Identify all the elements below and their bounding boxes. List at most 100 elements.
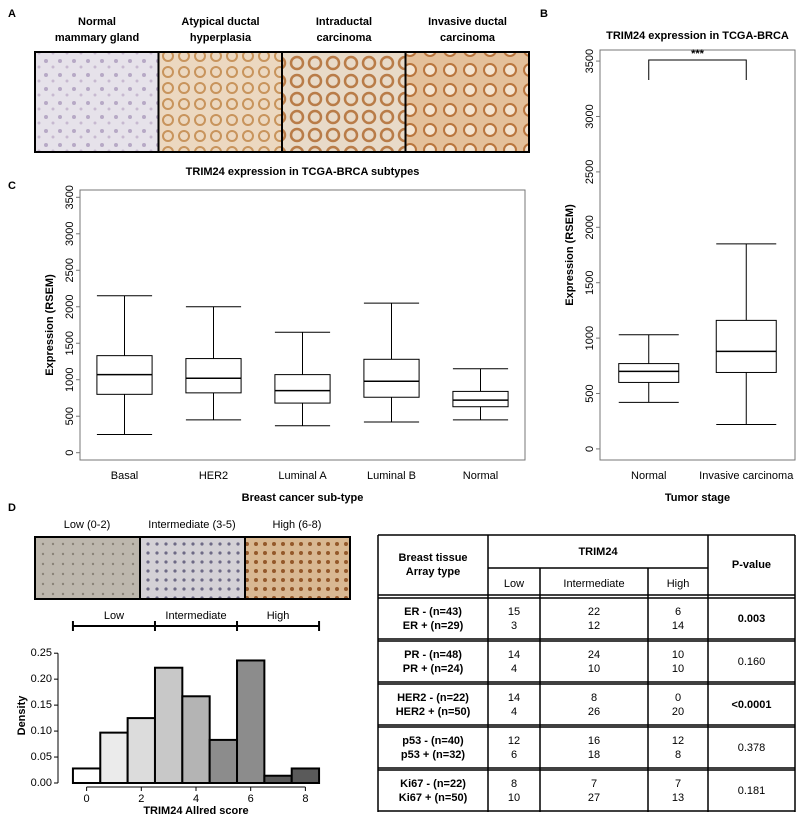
x-tick-label: Basal [111, 470, 139, 482]
significance-label: *** [691, 48, 705, 60]
table-cell: 20 [672, 706, 684, 718]
x-axis-label: Tumor stage [665, 492, 730, 504]
table-cell: 3 [511, 620, 517, 632]
table-cell: ER - (n=43) [404, 606, 462, 618]
tissue-image [244, 536, 351, 600]
table-cell: <0.0001 [731, 699, 771, 711]
table-cell: 14 [508, 692, 520, 704]
table-header: Intermediate [563, 578, 624, 590]
histogram-bar [181, 695, 211, 784]
plot-frame [599, 49, 796, 461]
tissue-image [404, 51, 530, 153]
y-tick-label: 2500 [584, 160, 596, 184]
image-caption: hyperplasia [190, 32, 252, 44]
table-cell: 14 [508, 649, 520, 661]
group-label: Low [104, 610, 124, 622]
table-cell: ER + (n=29) [403, 620, 464, 632]
y-tick-label: 500 [584, 384, 596, 402]
panel-label: D [8, 502, 16, 514]
x-axis-label: Breast cancer sub-type [242, 492, 364, 504]
table-cell: 18 [588, 749, 600, 761]
panel-label: A [8, 8, 16, 20]
table-cell: 10 [672, 663, 684, 675]
table-cell: 7 [591, 778, 597, 790]
table-header: TRIM24 [578, 546, 618, 558]
table-cell: 6 [675, 606, 681, 618]
significance-bracket [648, 59, 747, 80]
table-header: Low [504, 578, 524, 590]
image-caption: Invasive ductal [428, 16, 507, 28]
x-tick-label: 4 [193, 793, 199, 805]
y-axis-label: Expression (RSEM) [44, 274, 56, 376]
box [452, 390, 509, 408]
y-tick-label: 0 [64, 450, 76, 456]
image-caption: Intermediate (3-5) [148, 519, 235, 531]
table-cell: PR - (n=48) [404, 649, 462, 661]
tissue-image [281, 51, 407, 153]
box [185, 358, 242, 394]
tissue-image [139, 536, 246, 600]
x-axis-label: TRIM24 Allred score [143, 805, 248, 817]
table-cell: 0.181 [738, 785, 766, 797]
table-cell: 4 [511, 706, 517, 718]
table-cell: 12 [672, 735, 684, 747]
y-tick-label: 0 [584, 446, 596, 452]
tissue-image [34, 51, 160, 153]
histogram-bar [236, 659, 266, 785]
table-cell: 7 [675, 778, 681, 790]
y-axis-label: Expression (RSEM) [564, 204, 576, 306]
table-cell: Ki67 + (n=50) [399, 792, 468, 804]
image-caption: Intraductal [316, 16, 372, 28]
y-tick-label: 1500 [64, 331, 76, 355]
tissue-image [157, 51, 283, 153]
table-cell: HER2 + (n=50) [396, 706, 471, 718]
y-tick-label: 1000 [64, 367, 76, 391]
y-tick-label: 1000 [584, 326, 596, 350]
box [618, 363, 680, 383]
y-axis-label: Density [16, 695, 28, 736]
y-tick-label: 0.10 [31, 725, 52, 737]
y-tick-label: 3500 [584, 49, 596, 73]
image-caption: Normal [78, 16, 116, 28]
table-cell: 10 [672, 649, 684, 661]
x-tick-label: 0 [84, 793, 90, 805]
table-cell: 27 [588, 792, 600, 804]
y-tick-label: 0.25 [31, 647, 52, 659]
y-tick-label: 1500 [584, 270, 596, 294]
table-cell: 0 [675, 692, 681, 704]
table-cell: 8 [511, 778, 517, 790]
table-cell: 10 [588, 663, 600, 675]
table-cell: 0.160 [738, 656, 766, 668]
table-cell: Ki67 - (n=22) [400, 778, 466, 790]
table-cell: 12 [508, 735, 520, 747]
table-cell: 13 [672, 792, 684, 804]
y-tick-label: 2000 [584, 215, 596, 239]
chart-title: TRIM24 expression in TCGA-BRCA [606, 30, 789, 42]
box [274, 374, 331, 404]
box [363, 358, 420, 398]
image-caption: mammary gland [55, 32, 139, 44]
histogram-bar [290, 767, 321, 785]
x-tick-label: Invasive carcinoma [699, 470, 794, 482]
x-tick-label: Luminal B [367, 470, 416, 482]
table-cell: 15 [508, 606, 520, 618]
table-header: Breast tissue [398, 552, 467, 564]
y-tick-label: 500 [64, 407, 76, 425]
histogram-bar [208, 738, 239, 785]
histogram-bar [263, 774, 293, 785]
image-caption: High (6-8) [273, 519, 322, 531]
y-tick-label: 0.00 [31, 777, 52, 789]
table-cell: 16 [588, 735, 600, 747]
table-cell: 6 [511, 749, 517, 761]
table-cell: 12 [588, 620, 600, 632]
y-tick-label: 3000 [64, 222, 76, 246]
table-header: Array type [406, 566, 460, 578]
box [715, 319, 777, 373]
histogram-bar [99, 731, 129, 785]
y-tick-label: 3000 [584, 104, 596, 128]
table-cell: 4 [511, 663, 517, 675]
y-tick-label: 2500 [64, 258, 76, 282]
table-cell: 14 [672, 620, 684, 632]
table-cell: 22 [588, 606, 600, 618]
